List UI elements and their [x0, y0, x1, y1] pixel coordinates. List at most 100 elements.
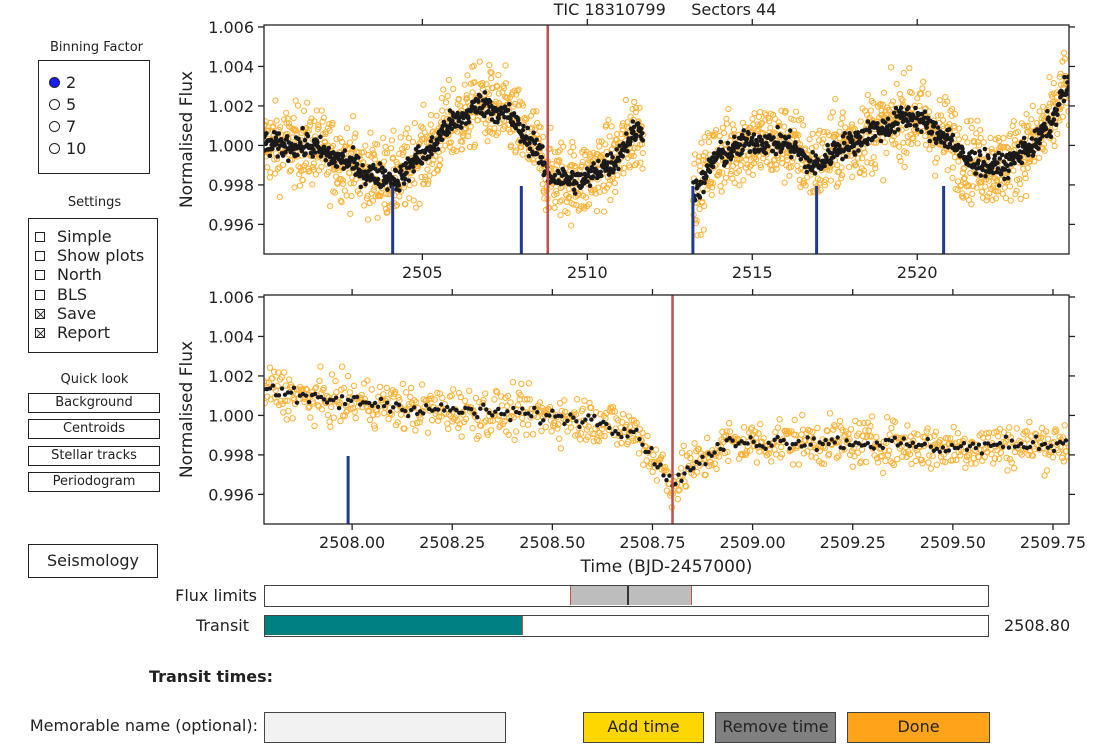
- binning-factor-panel: 2 5 7 10: [38, 60, 150, 174]
- raw-flux-point: [680, 442, 687, 449]
- memorable-name-input[interactable]: [264, 712, 506, 743]
- raw-flux-point: [515, 86, 522, 93]
- raw-flux-point: [726, 428, 734, 435]
- remove-time-button[interactable]: Remove time: [715, 712, 836, 743]
- binned-flux-point: [409, 407, 414, 413]
- raw-flux-point: [443, 99, 450, 106]
- setting-north[interactable]: North: [35, 265, 102, 284]
- raw-flux-point: [363, 195, 370, 202]
- raw-flux-point: [351, 134, 358, 141]
- raw-flux-point: [958, 193, 966, 200]
- full-light-curve-plot[interactable]: 2505 2510 2515 2520 0.996 0.998 1.000 1.002 1.00…: [177, 18, 1075, 282]
- add-time-button[interactable]: Add time: [583, 712, 704, 743]
- raw-flux-point: [479, 79, 486, 87]
- raw-flux-point: [507, 399, 514, 406]
- binned-flux-point: [703, 462, 708, 467]
- binned-flux-point: [814, 447, 819, 453]
- binning-option-5[interactable]: 5: [49, 95, 76, 114]
- setting-bls[interactable]: BLS: [35, 285, 87, 304]
- radio-icon[interactable]: [49, 121, 60, 132]
- setting-label: North: [57, 265, 102, 284]
- raw-flux-point: [416, 200, 423, 207]
- setting-save[interactable]: Save: [35, 304, 96, 323]
- raw-flux-point: [455, 95, 462, 102]
- raw-flux-point: [313, 107, 320, 114]
- raw-flux-point: [523, 115, 530, 122]
- transit-slider-fill[interactable]: [265, 616, 524, 635]
- binned-flux-point: [375, 404, 381, 409]
- raw-flux-point: [310, 160, 317, 167]
- flux-limits-center-handle[interactable]: [627, 586, 629, 605]
- radio-icon[interactable]: [49, 143, 60, 154]
- binned-flux-point: [1042, 121, 1047, 127]
- binned-flux-point: [616, 158, 622, 163]
- raw-flux-point: [469, 113, 477, 121]
- raw-flux-point: [394, 419, 401, 426]
- binned-flux-point: [904, 123, 909, 129]
- binned-flux-point: [442, 408, 447, 413]
- background-button[interactable]: Background: [28, 393, 160, 413]
- checkbox-checked-icon[interactable]: [35, 308, 45, 319]
- raw-flux-point: [857, 118, 864, 125]
- raw-flux-point: [511, 436, 518, 444]
- radio-icon[interactable]: [49, 77, 60, 88]
- raw-flux-point: [742, 164, 749, 171]
- raw-flux-point: [904, 422, 911, 429]
- raw-flux-point: [1025, 451, 1032, 459]
- raw-flux-point: [789, 461, 797, 468]
- raw-flux-point: [330, 188, 337, 195]
- radio-icon[interactable]: [49, 99, 60, 110]
- checkbox-icon[interactable]: [35, 269, 45, 280]
- done-button[interactable]: Done: [847, 712, 990, 743]
- raw-flux-point: [1003, 454, 1010, 462]
- binning-option-2[interactable]: 2: [49, 73, 76, 92]
- raw-flux-point: [880, 177, 887, 184]
- binned-flux-point: [415, 411, 420, 417]
- raw-flux-point: [950, 423, 957, 431]
- raw-flux-point: [390, 154, 397, 161]
- checkbox-icon[interactable]: [35, 250, 45, 261]
- flux-limits-range[interactable]: [570, 586, 692, 605]
- raw-flux-point: [633, 104, 640, 112]
- setting-simple[interactable]: Simple: [35, 227, 112, 246]
- raw-flux-point: [773, 161, 780, 168]
- binned-flux-point: [571, 187, 577, 192]
- transit-slider[interactable]: [264, 615, 989, 637]
- raw-flux-point: [863, 458, 870, 466]
- binned-flux-point: [513, 125, 519, 131]
- binned-flux-point: [983, 173, 988, 179]
- binned-flux-point: [303, 393, 309, 398]
- raw-flux-point: [962, 464, 969, 471]
- binned-flux-point: [978, 173, 984, 178]
- binned-flux-point: [1036, 146, 1041, 151]
- binned-flux-point: [630, 119, 636, 124]
- raw-flux-point: [879, 452, 886, 460]
- seismology-button[interactable]: Seismology: [28, 544, 158, 578]
- raw-flux-point: [402, 201, 409, 208]
- raw-flux-point: [311, 422, 318, 430]
- flux-limits-slider[interactable]: [264, 585, 989, 607]
- zoomed-light-curve-plot[interactable]: 2508.00 2508.25 2508.50 2508.75 2509.00 2509.…: [177, 288, 1086, 577]
- raw-flux-point: [1011, 465, 1018, 472]
- binned-flux-point: [711, 151, 717, 156]
- binned-flux-point: [802, 443, 807, 448]
- raw-flux-point: [374, 411, 381, 418]
- raw-flux-point: [626, 164, 633, 171]
- raw-flux-point: [581, 397, 588, 404]
- raw-flux-point: [420, 181, 427, 188]
- checkbox-checked-icon[interactable]: [35, 327, 45, 338]
- binned-flux-point: [288, 390, 294, 395]
- setting-show-plots[interactable]: Show plots: [35, 246, 144, 265]
- periodogram-button[interactable]: Periodogram: [28, 472, 160, 492]
- stellar-tracks-button[interactable]: Stellar tracks: [28, 446, 160, 466]
- centroids-button[interactable]: Centroids: [28, 419, 160, 439]
- raw-flux-point: [826, 167, 833, 174]
- checkbox-icon[interactable]: [35, 231, 45, 242]
- checkbox-icon[interactable]: [35, 289, 45, 300]
- raw-flux-point: [879, 469, 887, 477]
- binning-option-10[interactable]: 10: [49, 139, 86, 158]
- raw-flux-point: [767, 124, 774, 132]
- raw-flux-point: [725, 420, 733, 427]
- setting-report[interactable]: Report: [35, 323, 110, 342]
- binning-option-7[interactable]: 7: [49, 117, 76, 136]
